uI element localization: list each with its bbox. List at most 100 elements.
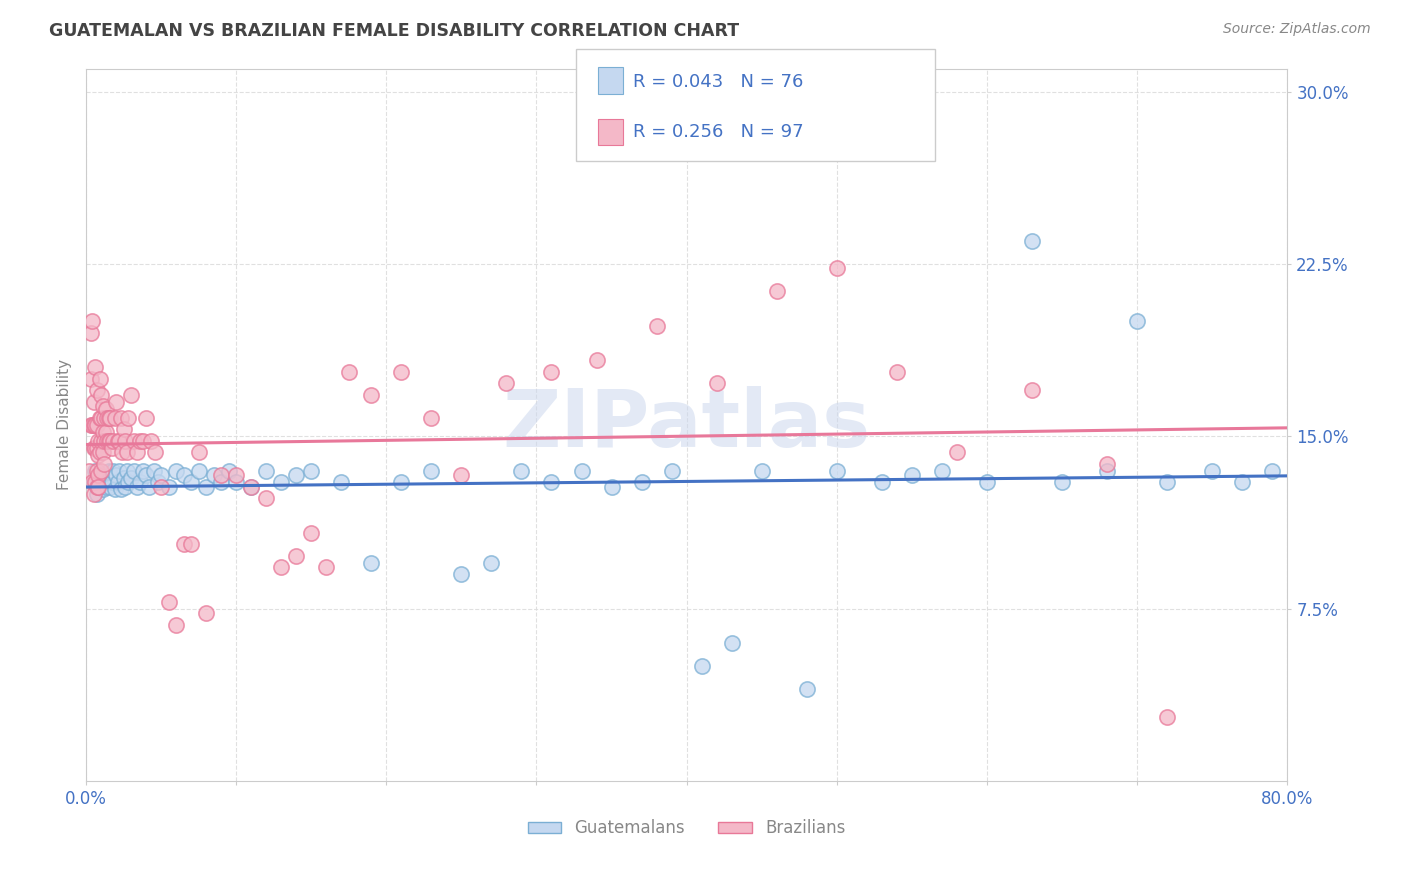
Point xyxy=(86,464,108,478)
Text: ZIPatlas: ZIPatlas xyxy=(502,385,870,464)
Point xyxy=(80,314,103,328)
Point xyxy=(495,376,517,391)
Point xyxy=(86,417,108,432)
Text: R = 0.256   N = 97: R = 0.256 N = 97 xyxy=(633,123,803,141)
Point xyxy=(117,410,139,425)
Point xyxy=(84,475,107,490)
Point xyxy=(600,480,623,494)
Point xyxy=(135,410,157,425)
Point xyxy=(114,434,136,448)
Point xyxy=(110,410,132,425)
Point xyxy=(195,480,218,494)
Point xyxy=(157,480,180,494)
Point xyxy=(571,464,593,478)
Point xyxy=(209,475,232,490)
Point xyxy=(187,464,209,478)
Point xyxy=(105,394,128,409)
Point xyxy=(110,482,132,496)
Point xyxy=(84,360,107,375)
Point xyxy=(91,445,114,459)
Point xyxy=(1156,475,1178,490)
Point xyxy=(135,468,157,483)
Point xyxy=(83,417,105,432)
Point xyxy=(825,464,848,478)
Point xyxy=(107,475,129,490)
Point xyxy=(93,410,115,425)
Point xyxy=(901,468,924,483)
Point xyxy=(420,410,443,425)
Point xyxy=(138,480,160,494)
Point xyxy=(150,468,173,483)
Point xyxy=(87,434,110,448)
Point xyxy=(165,464,187,478)
Point xyxy=(98,434,121,448)
Text: GUATEMALAN VS BRAZILIAN FEMALE DISABILITY CORRELATION CHART: GUATEMALAN VS BRAZILIAN FEMALE DISABILIT… xyxy=(49,22,740,40)
Point xyxy=(93,468,115,483)
Point xyxy=(108,464,131,478)
Point xyxy=(79,372,101,386)
Point xyxy=(360,556,382,570)
Point xyxy=(150,480,173,494)
Point xyxy=(97,410,120,425)
Point xyxy=(540,475,562,490)
Point xyxy=(1021,234,1043,248)
Point xyxy=(337,365,360,379)
Point xyxy=(630,475,652,490)
Point xyxy=(91,482,114,496)
Point xyxy=(87,448,110,462)
Point xyxy=(94,401,117,416)
Point xyxy=(751,464,773,478)
Point xyxy=(87,480,110,494)
Point xyxy=(165,617,187,632)
Point xyxy=(94,425,117,439)
Point xyxy=(187,445,209,459)
Point xyxy=(98,480,121,494)
Point xyxy=(142,464,165,478)
Point xyxy=(173,468,195,483)
Point xyxy=(254,491,277,506)
Point xyxy=(89,480,111,494)
Point xyxy=(108,434,131,448)
Point xyxy=(254,464,277,478)
Point xyxy=(510,464,533,478)
Point xyxy=(101,434,124,448)
Point xyxy=(79,326,101,340)
Point xyxy=(93,457,115,471)
Point xyxy=(330,475,353,490)
Point xyxy=(87,468,110,483)
Point xyxy=(83,441,105,455)
Point xyxy=(90,434,112,448)
Point xyxy=(89,372,111,386)
Point xyxy=(209,468,232,483)
Point xyxy=(114,480,136,494)
Point xyxy=(1126,314,1149,328)
Point xyxy=(104,482,127,496)
Point xyxy=(107,434,129,448)
Point xyxy=(96,410,118,425)
Point xyxy=(89,445,111,459)
Point xyxy=(84,441,107,455)
Point xyxy=(585,353,607,368)
Point xyxy=(90,464,112,478)
Point xyxy=(105,468,128,483)
Point xyxy=(661,464,683,478)
Point xyxy=(112,422,135,436)
Point xyxy=(143,445,166,459)
Point xyxy=(91,425,114,439)
Point xyxy=(218,464,240,478)
Point xyxy=(202,468,225,483)
Point xyxy=(100,475,122,490)
Point xyxy=(240,480,263,494)
Point xyxy=(93,434,115,448)
Point xyxy=(122,464,145,478)
Point xyxy=(285,549,308,563)
Point xyxy=(97,434,120,448)
Point xyxy=(360,388,382,402)
Point xyxy=(86,480,108,494)
Point xyxy=(1050,475,1073,490)
Point xyxy=(91,400,114,414)
Point xyxy=(931,464,953,478)
Point xyxy=(79,417,101,432)
Y-axis label: Female Disability: Female Disability xyxy=(58,359,72,491)
Point xyxy=(225,475,247,490)
